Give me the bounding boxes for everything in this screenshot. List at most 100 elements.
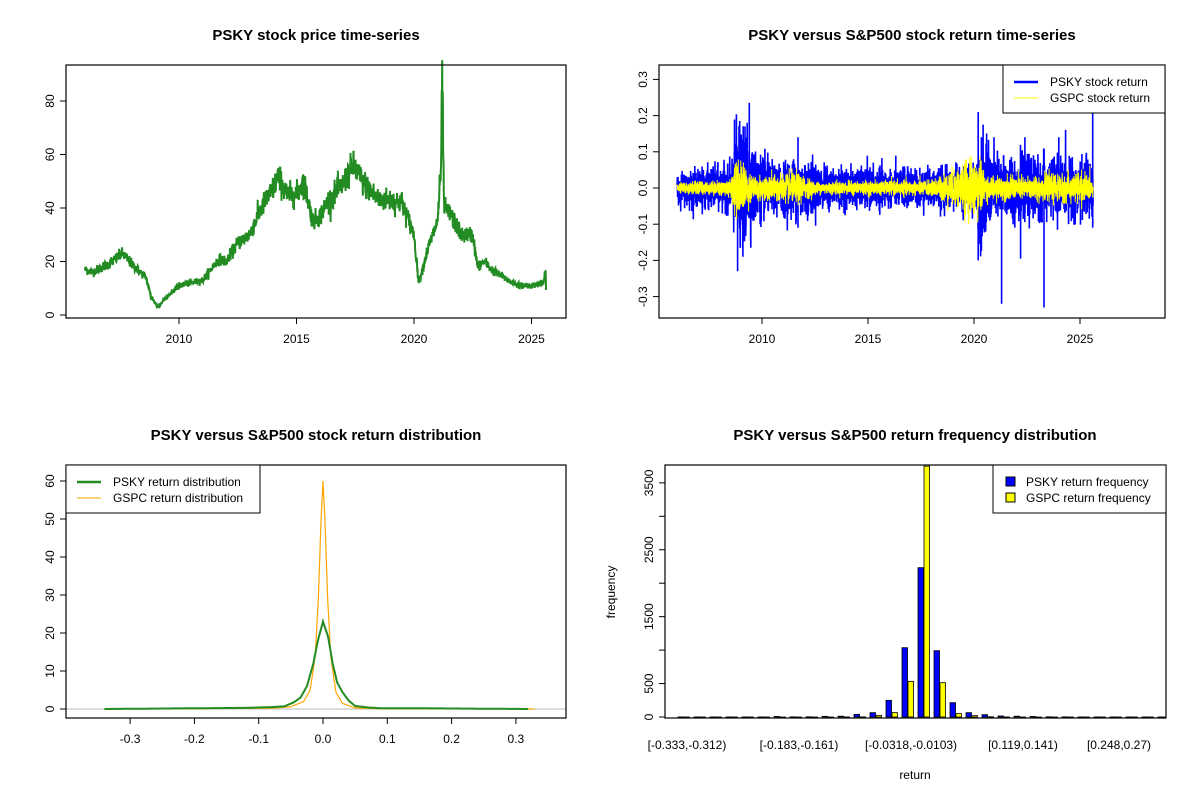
x-tick-label: 2015 [855, 332, 882, 346]
psky-bar [1077, 716, 1084, 718]
psky-bar [821, 715, 828, 718]
y-tick-label: 3500 [642, 469, 656, 496]
y-tick-label: 40 [43, 550, 57, 564]
gspc-bar [891, 712, 898, 718]
y-tick-label: -0.2 [636, 250, 650, 271]
psky-bar [725, 716, 732, 718]
gspc-density-line [104, 480, 535, 710]
psky-bar [837, 715, 844, 718]
x-tick-label: 2020 [961, 332, 988, 346]
gspc-bar [1163, 716, 1166, 718]
y-tick-label: 2500 [642, 536, 656, 563]
x-tick-label: [-0.0318,-0.0103) [865, 738, 957, 752]
psky-bar [885, 699, 892, 718]
plot-area [65, 64, 567, 319]
gspc-bar [1003, 716, 1010, 718]
chart-title: PSKY stock price time-series [212, 27, 419, 44]
gspc-bar [907, 680, 914, 718]
psky-bar [1125, 716, 1132, 718]
legend: PSKY stock return GSPC stock return [1002, 64, 1166, 114]
x-tick-label: 0.1 [379, 732, 396, 746]
psky-bar [869, 712, 876, 718]
plot-area [664, 464, 1167, 719]
gspc-bar [939, 682, 946, 718]
return-timeseries-panel: PSKY versus S&P500 stock return time-ser… [636, 27, 1166, 346]
gspc-bar [971, 715, 978, 718]
y-tick-label: 60 [43, 148, 57, 162]
psky-bar [1157, 716, 1164, 718]
legend-swatch-gspc [1005, 492, 1016, 503]
x-tick-label: 2025 [518, 332, 545, 346]
x-tick-label: 2010 [166, 332, 193, 346]
gspc-bar [923, 465, 930, 718]
x-tick-label: 0.0 [315, 732, 332, 746]
gspc-return-line [676, 155, 1094, 225]
gspc-bar [987, 716, 994, 718]
psky-bar [773, 716, 780, 718]
y-tick-label: 10 [43, 664, 57, 678]
y-tick-label: 20 [43, 626, 57, 640]
psky-bar [933, 650, 940, 718]
y-tick-label: 0 [642, 713, 656, 720]
x-tick-label: 0.2 [443, 732, 460, 746]
legend-label: PSKY stock return [1050, 75, 1148, 89]
psky-bar [1045, 716, 1052, 718]
y-tick-label: 30 [43, 588, 57, 602]
price-line [84, 60, 548, 310]
gspc-bar [875, 714, 882, 718]
y-tick-label: 0.1 [636, 143, 650, 160]
y-tick-label: 0 [43, 705, 57, 712]
y-tick-label: 0.0 [636, 179, 650, 196]
legend: PSKY return frequency GSPC return frequen… [992, 464, 1167, 514]
y-tick-label: 50 [43, 512, 57, 526]
psky-bar [981, 714, 988, 718]
psky-bar [709, 716, 716, 718]
legend-swatch-psky [1005, 476, 1016, 487]
psky-density-line [104, 617, 529, 710]
y-tick-label: -0.3 [636, 286, 650, 307]
y-tick-label: 40 [43, 201, 57, 215]
psky-bar [741, 716, 748, 718]
gspc-bar [955, 713, 962, 718]
y-tick-label: 1500 [642, 603, 656, 630]
x-tick-label: 2025 [1067, 332, 1094, 346]
x-tick-label: -0.3 [120, 732, 141, 746]
psky-bar [789, 716, 796, 718]
psky-bar [853, 713, 860, 718]
y-tick-label: 0 [43, 311, 57, 318]
psky-bar [965, 712, 972, 718]
x-tick-label: -0.1 [248, 732, 269, 746]
y-tick-label: 500 [642, 673, 656, 693]
psky-bar [1013, 715, 1020, 718]
psky-bar [1061, 716, 1068, 718]
y-axis-label: frequency [604, 566, 618, 619]
plot-area [658, 64, 1166, 319]
psky-bar [901, 647, 908, 718]
psky-bar [1109, 716, 1116, 718]
y-tick-label: -0.1 [636, 214, 650, 235]
psky-bar [1029, 716, 1036, 718]
x-axis-label: return [899, 768, 930, 782]
psky-bar [997, 715, 1004, 718]
y-tick-label: 80 [43, 94, 57, 108]
x-tick-label: [-0.183,-0.161) [760, 738, 839, 752]
y-tick-label: 60 [43, 474, 57, 488]
legend-label: GSPC return frequency [1026, 491, 1151, 505]
x-tick-label: [0.248,0.27) [1087, 738, 1151, 752]
legend: PSKY return distribution GSPC return dist… [65, 464, 261, 514]
x-tick-label: 2015 [283, 332, 310, 346]
legend-label: GSPC stock return [1050, 91, 1150, 105]
y-tick-label: 0.3 [636, 71, 650, 88]
x-tick-label: -0.2 [184, 732, 205, 746]
legend-label: GSPC return distribution [113, 491, 243, 505]
legend-label: PSKY return frequency [1026, 475, 1149, 489]
gspc-bar [843, 716, 850, 718]
legend-label: PSKY return distribution [113, 475, 241, 489]
x-tick-label: 2010 [749, 332, 776, 346]
x-tick-label: 0.3 [508, 732, 525, 746]
plot-area [65, 464, 567, 719]
x-tick-label: [0.119,0.141) [988, 738, 1058, 752]
psky-bar [917, 567, 924, 718]
